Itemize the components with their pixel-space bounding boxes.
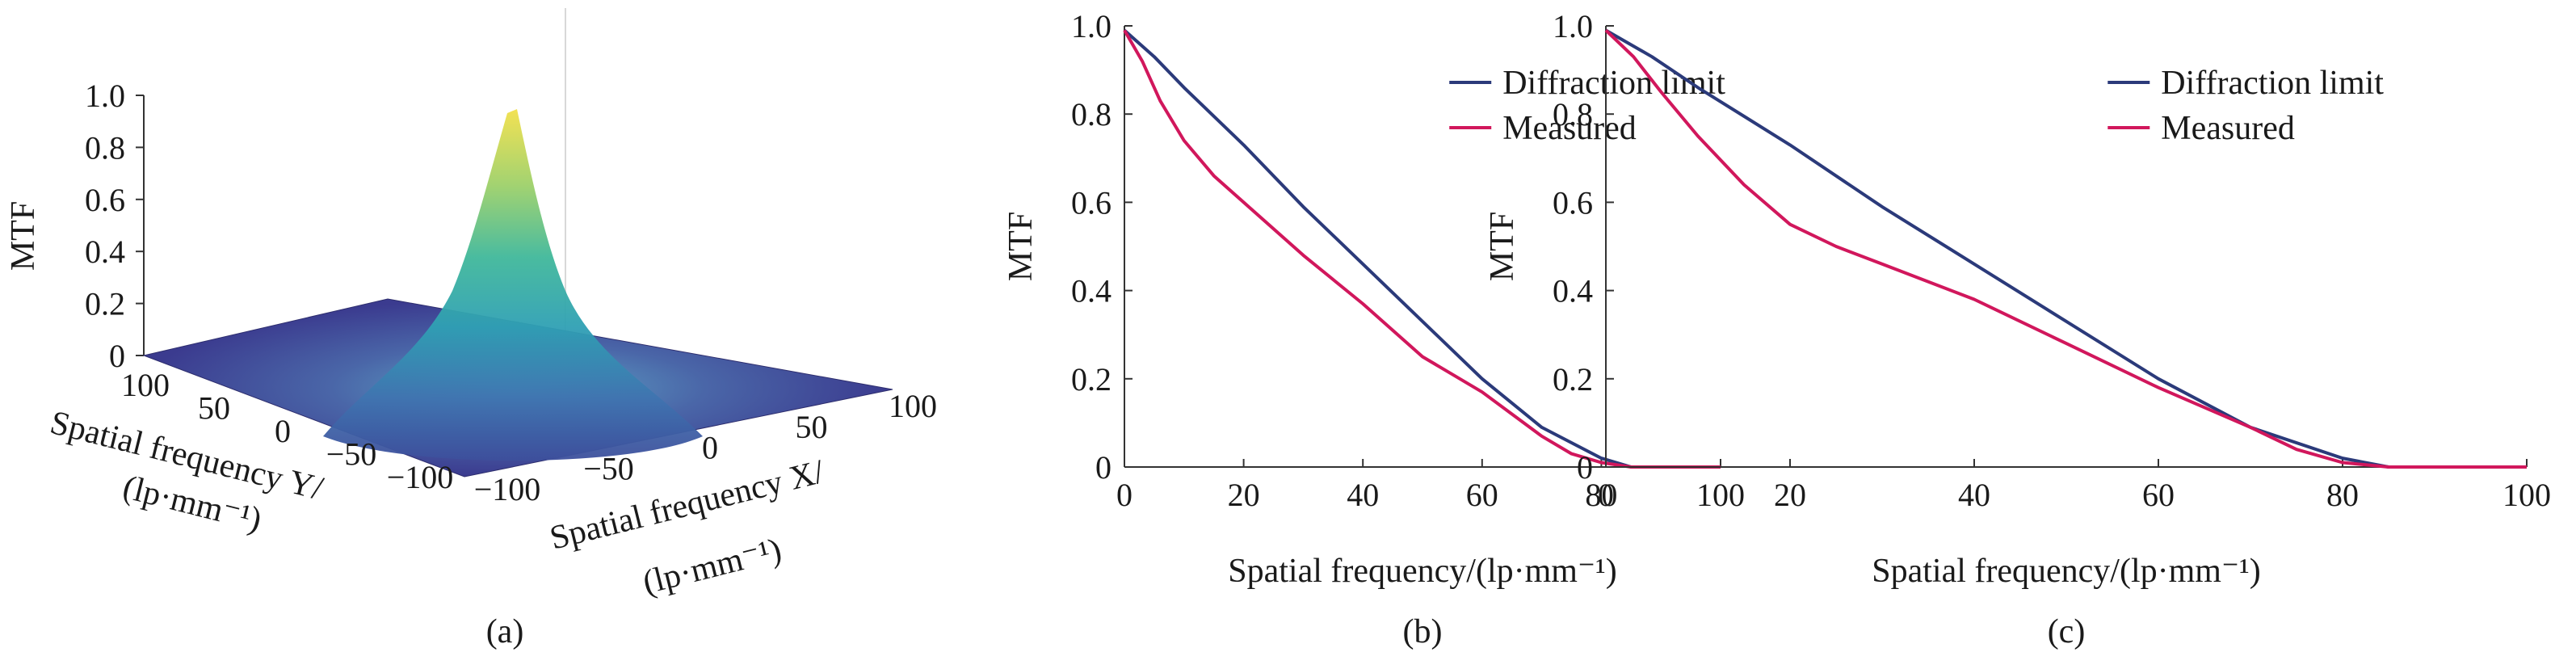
- panel-caption: (b): [1403, 613, 1443, 650]
- y-tick-label: 0.2: [1553, 361, 1593, 398]
- a-z-tick-label: 0: [109, 338, 125, 374]
- a-z-tick-label: 0.4: [85, 234, 125, 270]
- x-tick-label: 100: [2502, 477, 2551, 513]
- y-tick-label: 0.4: [1553, 273, 1593, 309]
- a-z-tick-label: 1.0: [85, 78, 125, 114]
- a-y-tick-label: 0: [275, 413, 291, 449]
- x-tick-label: 0: [1116, 477, 1133, 513]
- a-z-tick-label: 0.6: [85, 182, 125, 218]
- a-x-tick-label: 0: [702, 430, 718, 466]
- a-x-tick-label: −50: [583, 450, 634, 486]
- x-tick-label: 60: [1466, 477, 1498, 513]
- a-y-tick-label: −100: [387, 459, 454, 495]
- a-x-tick-label: 50: [796, 409, 828, 445]
- surface-peak: [323, 109, 703, 461]
- series-line-measured: [1604, 29, 2527, 469]
- panel-caption: (c): [2048, 613, 2086, 650]
- panel-b-line-chart: 0 20 40 60 80 100 0 0.2 0.4 0.6 0.8 1.0 Spatial freq…: [1002, 8, 1745, 650]
- legend-label: Diffraction limit: [2161, 65, 2384, 102]
- y-tick-label: 0.2: [1071, 361, 1112, 398]
- y-tick-label: 0.6: [1553, 184, 1593, 221]
- x-tick-label: 40: [1958, 477, 1990, 513]
- a-y-tick-label: −50: [326, 436, 377, 473]
- y-tick-label: 0.8: [1071, 96, 1112, 133]
- x-tick-label: 20: [1774, 477, 1806, 513]
- series-line-diffraction-limit: [1605, 28, 2527, 469]
- x-tick-label: 60: [2142, 477, 2175, 513]
- y-axis-label: MTF: [1484, 212, 1521, 281]
- x-axis-label: Spatial frequency/(lp·mm⁻¹): [1872, 553, 2260, 590]
- a-y-tick-label: 100: [121, 367, 170, 403]
- x-tick-label: 80: [2326, 477, 2359, 513]
- legend-label: Diffraction limit: [1502, 65, 1725, 102]
- y-tick-label: 0.4: [1071, 273, 1112, 309]
- x-tick-label: 80: [1585, 477, 1617, 513]
- y-tick-label: 1.0: [1071, 8, 1112, 44]
- y-tick-label: 0: [1577, 449, 1593, 486]
- y-tick-label: 1.0: [1553, 8, 1593, 44]
- a-z-axis-label: MTF: [5, 201, 42, 271]
- x-tick-label: 100: [1696, 477, 1745, 513]
- caption-a: (a): [486, 613, 524, 650]
- y-tick-label: 0.6: [1071, 184, 1112, 221]
- x-tick-label: 0: [1598, 477, 1614, 513]
- legend-label: Measured: [1502, 110, 1637, 147]
- x-tick-label: 20: [1228, 477, 1260, 513]
- x-axis-label: Spatial frequency/(lp·mm⁻¹): [1228, 553, 1616, 590]
- a-y-tick-label: 50: [198, 390, 230, 427]
- x-tick-label: 40: [1347, 477, 1379, 513]
- a-x-axis-label-line2: (lp·mm⁻¹): [639, 532, 785, 602]
- a-z-tick-label: 0.2: [85, 286, 125, 322]
- y-tick-label: 0.8: [1553, 96, 1593, 133]
- y-tick-label: 0: [1095, 449, 1112, 486]
- a-z-tick-label: 0.8: [85, 129, 125, 166]
- y-axis-label: MTF: [1002, 212, 1040, 281]
- panel-c-line-chart: 0 20 40 60 80 100 0 0.2 0.4 0.6 0.8 1.0 Spatial freq…: [1484, 8, 2551, 650]
- legend-label: Measured: [2161, 110, 2295, 147]
- a-x-tick-label: 100: [889, 388, 937, 424]
- a-x-tick-label: −100: [474, 471, 541, 507]
